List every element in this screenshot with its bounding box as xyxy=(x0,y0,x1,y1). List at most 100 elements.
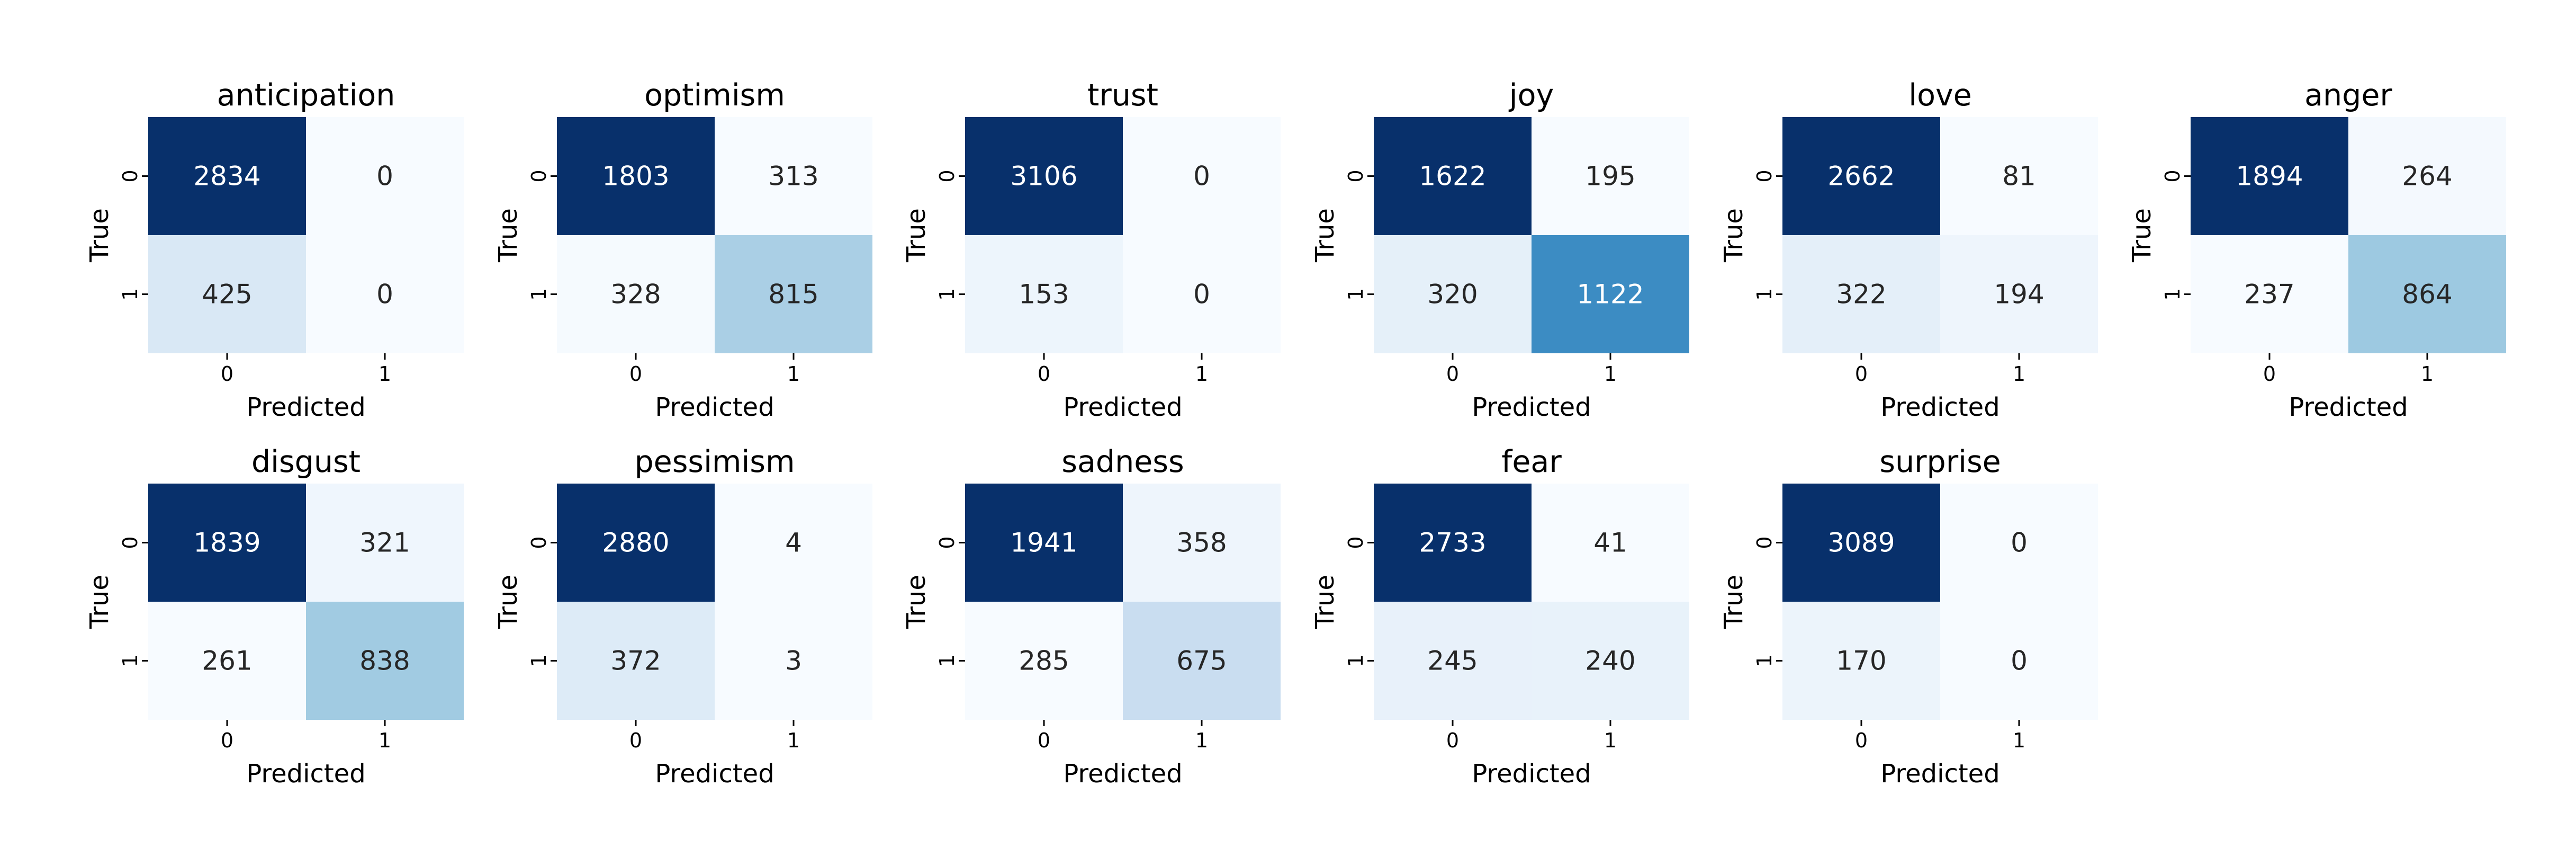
heatmap-cell xyxy=(715,602,872,720)
y-tick-label: 1 xyxy=(119,654,142,667)
cell-value-label: 0 xyxy=(2011,528,2028,558)
cell-value-label: 237 xyxy=(2244,279,2294,310)
cell-value-label: 195 xyxy=(1585,161,1635,192)
x-tick-label: 0 xyxy=(1446,729,1459,752)
x-tick-label: 0 xyxy=(629,362,642,386)
heatmap-cell xyxy=(1940,117,2098,235)
heatmap-cell xyxy=(557,117,715,235)
cell-value-label: 358 xyxy=(1176,528,1227,558)
heatmap-cell xyxy=(1940,235,2098,353)
cell-value-label: 321 xyxy=(359,528,410,558)
x-axis-label: Predicted xyxy=(246,392,365,422)
y-tick-label: 1 xyxy=(1344,288,1367,300)
confusion-matrix-disgust: 1839 321 261 838 disgust 0 1 0 1 Predicted True xyxy=(85,444,464,789)
subplot-title: love xyxy=(1908,78,1972,113)
heatmap-cell xyxy=(557,235,715,353)
x-tick-label: 1 xyxy=(2421,362,2434,386)
y-axis-label: True xyxy=(1310,208,1340,263)
heatmap-cell xyxy=(715,235,872,353)
y-tick-label: 1 xyxy=(935,288,959,300)
y-tick-label: 1 xyxy=(935,654,959,667)
confusion-matrix-fear: 2733 41 245 240 fear 0 1 0 1 Predicted True xyxy=(1310,444,1689,789)
subplot-title: pessimism xyxy=(634,444,795,479)
heatmap-cell xyxy=(965,117,1123,235)
x-tick-label: 0 xyxy=(2263,362,2276,386)
cell-value-label: 194 xyxy=(1994,279,2044,310)
heatmap-cell xyxy=(965,235,1123,353)
cell-value-label: 322 xyxy=(1836,279,1886,310)
y-tick-label: 1 xyxy=(1753,654,1776,667)
cell-value-label: 0 xyxy=(376,161,393,192)
cell-value-label: 328 xyxy=(610,279,661,310)
subplot-title: fear xyxy=(1501,444,1562,479)
x-tick-label: 1 xyxy=(379,729,391,752)
heatmap-cell xyxy=(557,484,715,602)
subplot-title: joy xyxy=(1508,78,1554,113)
heatmap-cell xyxy=(965,602,1123,720)
cell-value-label: 372 xyxy=(610,646,661,676)
subplot-title: sadness xyxy=(1061,444,1184,479)
y-axis-label: True xyxy=(85,208,114,263)
cell-value-label: 245 xyxy=(1427,646,1478,676)
confusion-matrix-surprise: 3089 0 170 0 surprise 0 1 0 1 Predicted True xyxy=(1719,444,2098,789)
heatmap-cell xyxy=(306,235,464,353)
subplot-title: surprise xyxy=(1879,444,2001,479)
y-tick-label: 1 xyxy=(527,654,551,667)
x-tick-label: 1 xyxy=(1195,362,1208,386)
y-tick-label: 0 xyxy=(1344,169,1367,182)
heatmap-cell xyxy=(1123,484,1281,602)
heatmap-cell xyxy=(2191,117,2348,235)
heatmap-cell xyxy=(715,117,872,235)
x-axis-label: Predicted xyxy=(246,759,365,789)
y-tick-label: 0 xyxy=(527,536,551,549)
cell-value-label: 1803 xyxy=(602,161,669,192)
cell-value-label: 864 xyxy=(2402,279,2452,310)
heatmap-cell xyxy=(1782,117,1940,235)
cell-value-label: 838 xyxy=(359,646,410,676)
x-tick-label: 1 xyxy=(1604,729,1617,752)
heatmap-cell xyxy=(1123,235,1281,353)
y-tick-label: 1 xyxy=(2161,288,2184,300)
heatmap-cell xyxy=(1374,117,1532,235)
confusion-matrix-joy: 1622 195 320 1122 joy 0 1 0 1 Predicted True xyxy=(1310,78,1689,422)
heatmap-cell xyxy=(1374,484,1532,602)
x-tick-label: 1 xyxy=(1195,729,1208,752)
heatmap-cell xyxy=(2348,235,2506,353)
cell-value-label: 675 xyxy=(1176,646,1227,676)
heatmap-cell xyxy=(1782,235,1940,353)
y-tick-label: 1 xyxy=(1753,288,1776,300)
x-tick-label: 1 xyxy=(1604,362,1617,386)
y-tick-label: 0 xyxy=(119,536,142,549)
x-axis-label: Predicted xyxy=(2289,392,2408,422)
y-axis-label: True xyxy=(2127,208,2157,263)
cell-value-label: 4 xyxy=(785,528,802,558)
subplot-title: anticipation xyxy=(217,78,395,113)
x-tick-label: 0 xyxy=(221,362,233,386)
y-tick-label: 0 xyxy=(1753,169,1776,182)
y-tick-label: 1 xyxy=(1344,654,1367,667)
heatmap-cell xyxy=(1374,602,1532,720)
heatmap-cell xyxy=(557,602,715,720)
heatmap-cell xyxy=(1532,484,1689,602)
x-axis-label: Predicted xyxy=(1880,392,1999,422)
x-axis-label: Predicted xyxy=(1472,759,1591,789)
y-tick-label: 1 xyxy=(527,288,551,300)
x-tick-label: 1 xyxy=(787,362,800,386)
y-tick-label: 0 xyxy=(935,536,959,549)
subplot-title: trust xyxy=(1087,78,1158,113)
confusion-matrix-anger: 1894 264 237 864 anger 0 1 0 1 Predicted True xyxy=(2127,78,2506,422)
cell-value-label: 1839 xyxy=(193,528,260,558)
confusion-matrix-love: 2662 81 322 194 love 0 1 0 1 Predicted True xyxy=(1719,78,2098,422)
cell-value-label: 2834 xyxy=(193,161,260,192)
cell-value-label: 1941 xyxy=(1010,528,1077,558)
y-axis-label: True xyxy=(493,208,523,263)
subplot-title: disgust xyxy=(251,444,361,479)
y-tick-label: 0 xyxy=(1753,536,1776,549)
heatmap-cell xyxy=(1123,602,1281,720)
y-tick-label: 0 xyxy=(2161,169,2184,182)
confusion-matrix-pessimism: 2880 4 372 3 pessimism 0 1 0 1 Predicted True xyxy=(493,444,872,789)
cell-value-label: 1622 xyxy=(1419,161,1486,192)
cell-value-label: 320 xyxy=(1427,279,1478,310)
heatmap-cell xyxy=(1532,117,1689,235)
